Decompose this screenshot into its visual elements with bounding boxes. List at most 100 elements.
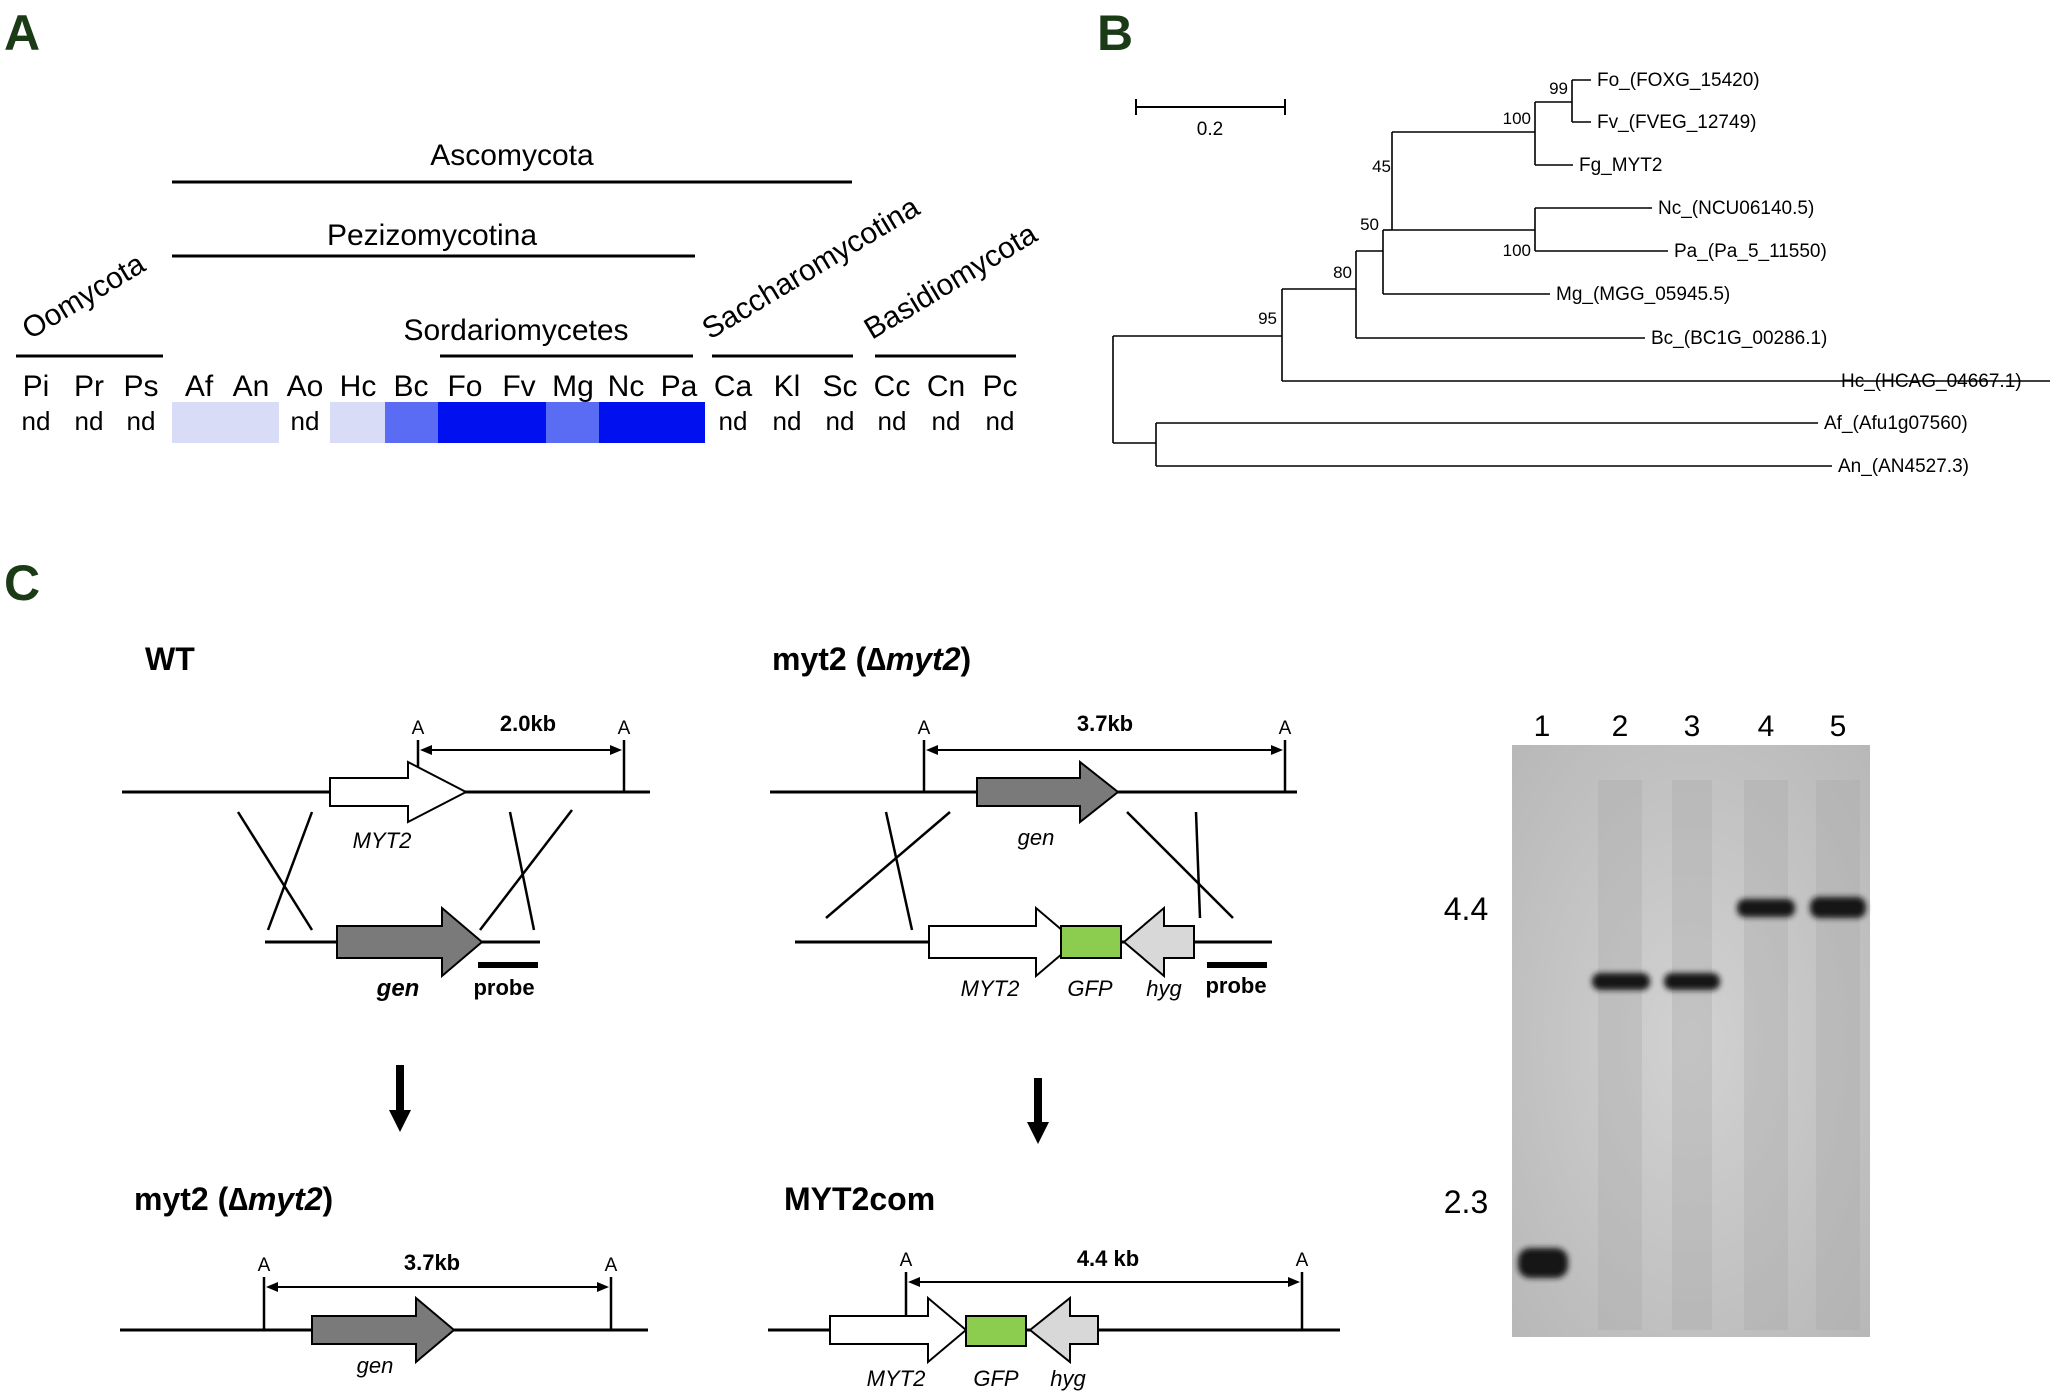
- mutant-down-arrow: [1027, 1078, 1049, 1144]
- mutant-result-distance-label: 3.7kb: [404, 1250, 460, 1275]
- mutant-result-site-right: A: [605, 1255, 618, 1276]
- leaf-bc: Bc_(BC1G_00286.1): [1651, 328, 1827, 349]
- mutant-construct-hyg-label: hyg: [1146, 976, 1182, 1001]
- mutant-construct-site-right: A: [1279, 718, 1292, 739]
- leaf-hc: Hc_(HCAG_04667.1): [1841, 371, 2022, 392]
- wt-site-left: A: [412, 718, 425, 739]
- species-pr: Pr: [74, 370, 104, 403]
- blot-membrane: [1512, 745, 1870, 1337]
- species-bc: Bc: [393, 370, 428, 403]
- oomycota-label: Oomycota: [17, 247, 151, 346]
- leaf-af: Af_(Afu1g07560): [1824, 413, 1968, 434]
- value-ao: nd: [291, 406, 320, 436]
- value-pr: nd: [75, 406, 104, 436]
- heat-cell-af-an: [172, 402, 279, 443]
- species-pa: Pa: [661, 370, 698, 403]
- panel-c-label: C: [4, 555, 40, 611]
- blot-marker-4-4: 4.4: [1444, 891, 1488, 927]
- species-mg: Mg: [552, 370, 594, 403]
- complement-hyg-arrow: [1028, 1295, 1099, 1365]
- complement-myt2-label: MYT2: [867, 1366, 926, 1391]
- wt-myt2-gene-label: MYT2: [353, 828, 412, 853]
- leaf-nc: Nc_(NCU06140.5): [1658, 198, 1814, 219]
- species-cn: Cn: [927, 370, 965, 403]
- species-cc: Cc: [874, 370, 911, 403]
- leaf-fg: Fg_MYT2: [1579, 155, 1662, 176]
- mutant-construct-gen-label: gen: [1018, 825, 1055, 850]
- blot-lane-1: 1: [1534, 710, 1551, 743]
- wt-gen-arrow: [336, 905, 484, 979]
- value-kl: nd: [773, 406, 802, 436]
- heat-cell-nc-pa: [599, 402, 705, 443]
- mutant-construct-gfp-box: [1060, 925, 1122, 959]
- wt-gen-label: gen: [376, 975, 420, 1002]
- blot-lane-3: 3: [1684, 710, 1701, 743]
- species-af: Af: [185, 370, 214, 403]
- mutant-result-distance-arrow: [266, 1282, 609, 1292]
- leaf-an: An_(AN4527.3): [1838, 456, 1969, 477]
- value-sc: nd: [826, 406, 855, 436]
- leaf-fo: Fo_(FOXG_15420): [1597, 70, 1760, 91]
- wt-distance-label: 2.0kb: [500, 711, 556, 736]
- mutant-construct-title: myt2 (∆myt2): [772, 641, 971, 677]
- heat-cell-bc: [385, 402, 438, 443]
- ascomycota-label: Ascomycota: [430, 139, 594, 172]
- mutant-result-title: myt2 (∆myt2): [134, 1181, 333, 1217]
- species-fv: Fv: [502, 370, 535, 403]
- leaf-fv: Fv_(FVEG_12749): [1597, 112, 1756, 133]
- complement-myt2-arrow: [829, 1295, 968, 1365]
- mutant-result-gen-arrow: [311, 1295, 456, 1365]
- heat-cell-mg: [546, 402, 599, 443]
- phylogenetic-tree: [1112, 79, 2050, 467]
- species-an: An: [233, 370, 270, 403]
- pezizomycotina-label: Pezizomycotina: [327, 219, 537, 252]
- complement-site-left: A: [900, 1250, 913, 1271]
- value-ca: nd: [719, 406, 748, 436]
- mutant-construct-myt2-label: MYT2: [961, 976, 1020, 1001]
- blot-lane-2: 2: [1612, 710, 1629, 743]
- species-ps: Ps: [123, 370, 158, 403]
- mutant-construct-gen-arrow: [976, 759, 1120, 825]
- species-pi: Pi: [23, 370, 50, 403]
- scale-bar-label: 0.2: [1197, 119, 1223, 140]
- blot-lane-4: 4: [1758, 710, 1775, 743]
- complement-gfp-label: GFP: [973, 1366, 1019, 1391]
- scale-bar: [1135, 99, 1286, 115]
- heat-cell-hc: [330, 402, 385, 443]
- wt-myt2-gene-arrow: [329, 760, 469, 824]
- mutant-construct-site-left: A: [918, 718, 931, 739]
- mutant-construct-probe-bar: [1207, 962, 1267, 968]
- value-cc: nd: [878, 406, 907, 436]
- wt-probe-label: probe: [473, 975, 534, 1000]
- bootstrap-45: 45: [1372, 157, 1391, 176]
- leaf-mg: Mg_(MGG_05945.5): [1556, 284, 1730, 305]
- mutant-result-gen-label: gen: [357, 1353, 394, 1378]
- species-pc: Pc: [982, 370, 1017, 403]
- mutant-construct-hyg-arrow: [1122, 905, 1195, 979]
- complement-gfp-box: [965, 1315, 1027, 1347]
- bootstrap-50: 50: [1360, 215, 1379, 234]
- blot-marker-2-3: 2.3: [1444, 1184, 1488, 1220]
- blot-bands: [1518, 897, 1866, 1278]
- bootstrap-80: 80: [1333, 263, 1352, 282]
- species-kl: Kl: [774, 370, 801, 403]
- wt-down-arrow: [389, 1065, 411, 1132]
- complement-distance-arrow: [908, 1277, 1300, 1287]
- value-pc: nd: [986, 406, 1015, 436]
- mutant-construct-distance-label: 3.7kb: [1077, 711, 1133, 736]
- species-fo: Fo: [447, 370, 482, 403]
- wt-crossover-lines: [236, 809, 573, 931]
- sordariomycetes-label: Sordariomycetes: [403, 314, 628, 347]
- mutant-construct-myt2-arrow: [928, 905, 1078, 979]
- species-ao: Ao: [287, 370, 324, 403]
- blot-lane-streaks: [1598, 780, 1860, 1330]
- species-sc: Sc: [822, 370, 857, 403]
- species-nc: Nc: [608, 370, 645, 403]
- mutant-construct-gfp-label: GFP: [1067, 976, 1113, 1001]
- mutant-construct-distance-arrow: [926, 745, 1283, 755]
- blot-lane-5: 5: [1830, 710, 1847, 743]
- leaf-pa: Pa_(Pa_5_11550): [1674, 241, 1827, 262]
- bootstrap-100-fusarium: 100: [1503, 109, 1531, 128]
- value-ps: nd: [127, 406, 156, 436]
